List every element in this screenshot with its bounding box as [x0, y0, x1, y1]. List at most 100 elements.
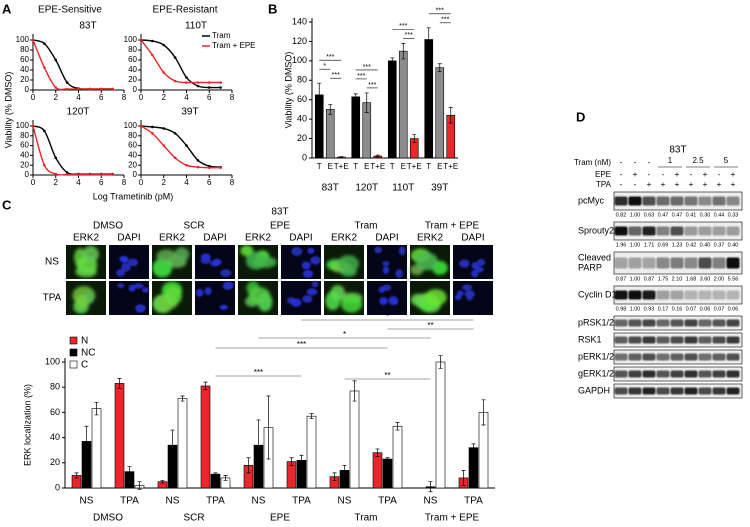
band: [712, 319, 726, 327]
error-bar: [375, 448, 380, 457]
error-bar: [438, 355, 443, 369]
chart-title: 110T: [185, 21, 207, 32]
quantification: 0.87: [644, 276, 655, 282]
quantification: 1.00: [630, 306, 641, 312]
condition-label: Tram + EPE: [425, 221, 480, 232]
band: [656, 226, 670, 236]
x-tick-label: 2: [162, 93, 167, 102]
error-bar: [299, 454, 304, 466]
cell: [142, 287, 149, 293]
error-bar: [385, 457, 390, 461]
cell: [127, 258, 139, 267]
curve: [32, 39, 113, 91]
band: [670, 353, 684, 361]
bar: [351, 96, 361, 159]
panel-label: C: [2, 197, 12, 212]
band: [642, 319, 656, 327]
band: [670, 196, 684, 206]
cells: [117, 283, 149, 313]
bar: [392, 425, 403, 489]
cell: [204, 287, 212, 296]
y-tick-label: 100: [124, 121, 138, 130]
significance-label: ***: [368, 82, 376, 89]
band: [726, 353, 740, 361]
x-tick-label: TPA: [120, 496, 139, 507]
error-bar: [395, 422, 400, 431]
column-header: EPE-Sensitive: [38, 5, 102, 16]
band: [712, 196, 726, 206]
y-tick-label: 0: [25, 85, 30, 94]
band: [628, 257, 642, 269]
y-tick-label: 0: [133, 170, 138, 179]
quantification: 2.10: [672, 276, 683, 282]
treatment-value: +: [717, 180, 722, 189]
cell: [128, 284, 136, 292]
row-label: TPA: [43, 293, 62, 304]
band: [614, 370, 628, 378]
y-tick-label: 100: [45, 356, 60, 366]
significance-label: ***: [405, 32, 413, 39]
image-title: 83T: [271, 207, 288, 218]
band: [628, 336, 642, 344]
bar: [382, 458, 393, 489]
y-tick-label: 80: [128, 45, 137, 54]
cell: [477, 258, 486, 267]
treatment-value: -: [718, 170, 721, 179]
error-bar: [448, 107, 453, 124]
cell: [301, 261, 311, 270]
chart-title: 120T: [67, 107, 90, 118]
error-bar: [289, 457, 294, 466]
cell: [471, 261, 480, 270]
axis: [32, 34, 124, 91]
band: [614, 319, 628, 327]
significance-label: ***: [441, 17, 449, 24]
band: [628, 290, 642, 300]
cell: [340, 295, 363, 313]
quantification: 0.98: [616, 306, 627, 312]
cell: [82, 245, 99, 263]
band: [656, 196, 670, 206]
condition-label: DMSO: [93, 221, 123, 232]
band: [726, 290, 740, 300]
y-tick-label: 40: [20, 65, 29, 74]
y-tick-label: 0: [133, 85, 138, 94]
axis: [32, 120, 124, 176]
blot-label: pcMyc: [578, 195, 605, 205]
bar-label: T+E: [407, 162, 422, 171]
quantification: 0.47: [658, 212, 669, 218]
cell: [302, 269, 314, 278]
significance-label: ***: [297, 340, 306, 349]
quantification: 0.16: [672, 306, 683, 312]
significance-label: **: [427, 321, 433, 330]
band: [726, 387, 740, 395]
quantification: 1.96: [616, 242, 627, 248]
y-tick-label: 40: [128, 151, 137, 160]
band: [670, 226, 684, 236]
band: [726, 319, 740, 327]
treatment-value: +: [675, 170, 680, 179]
quantification: 0.30: [700, 212, 711, 218]
y-tick-label: 40: [50, 432, 60, 442]
y-tick-label: 20: [128, 160, 137, 169]
condition-label: SCR: [183, 221, 204, 232]
quantification: 0.40: [728, 242, 739, 248]
bar-label: E: [328, 162, 333, 171]
bar-label: T: [317, 162, 322, 171]
blot-label: PARP: [578, 262, 602, 272]
bar: [91, 408, 102, 489]
cell: [306, 288, 318, 296]
y-tick-label: 60: [20, 55, 29, 64]
band: [642, 353, 656, 361]
cell: [152, 258, 173, 278]
group-label: DMSO: [93, 513, 123, 524]
cell: [307, 247, 315, 254]
panel-label: B: [268, 1, 277, 16]
cell: [454, 294, 462, 301]
band: [642, 257, 656, 269]
error-bar: [213, 472, 218, 476]
band: [670, 336, 684, 344]
cell: [325, 291, 341, 311]
bar-label: T+E: [334, 162, 349, 171]
quantification: 0.87: [616, 276, 627, 282]
cell: [212, 258, 222, 266]
